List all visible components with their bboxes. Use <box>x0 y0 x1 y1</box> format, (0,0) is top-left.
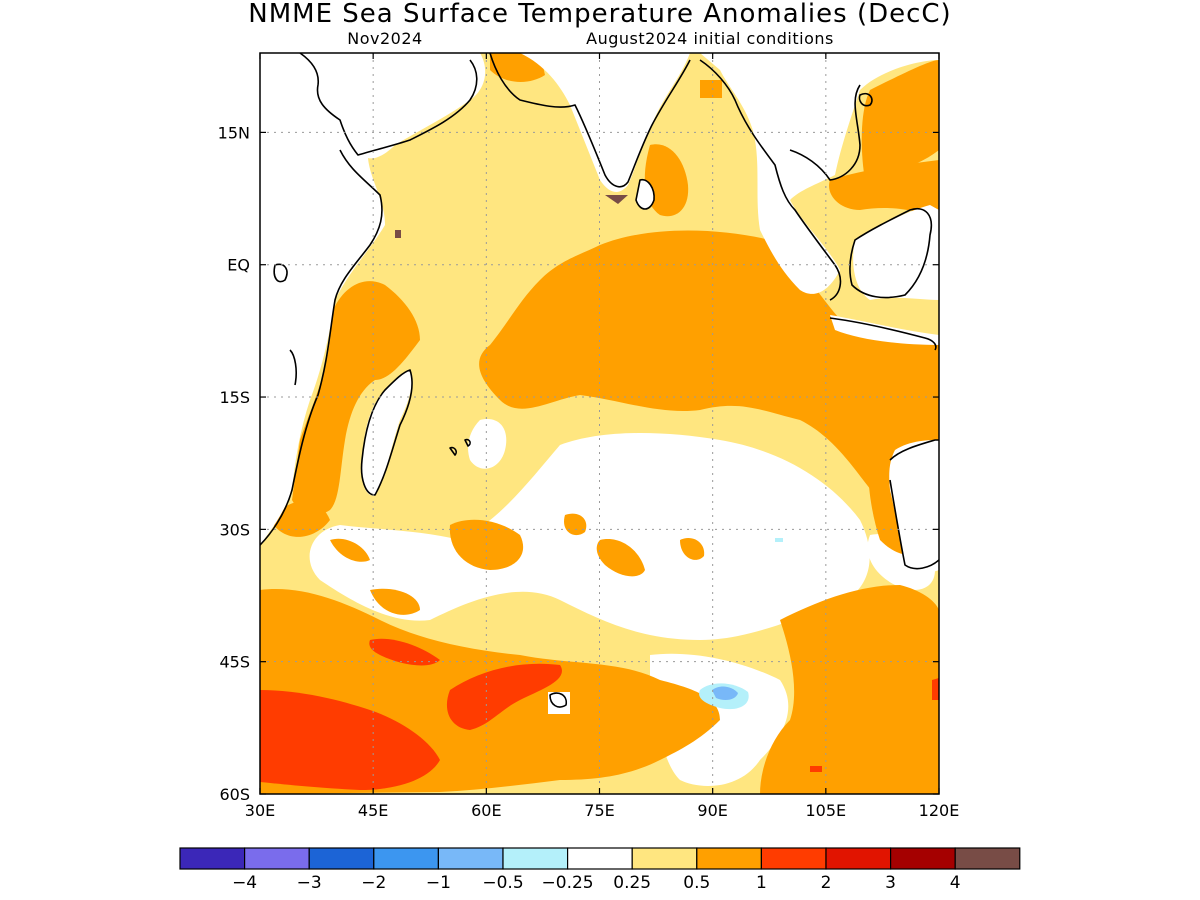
colorbar-swatch <box>631 847 698 870</box>
colorbar-swatch <box>244 847 310 870</box>
moderate-cool-anomaly-area <box>712 686 738 701</box>
colorbar-swatch <box>566 847 633 870</box>
colorbar-label: 2 <box>821 873 832 893</box>
land-mask <box>260 53 939 714</box>
colorbar-label: 0.25 <box>613 873 651 893</box>
lat-tick-label: 60S <box>219 785 250 804</box>
colorbar-swatch <box>889 847 956 870</box>
colorbar-label: −0.5 <box>482 873 523 893</box>
lon-tick-label: 60E <box>471 801 501 820</box>
lon-tick-label: 45E <box>358 801 388 820</box>
map-axes: 30E 45E 60E 75E 90E 105E 120E 15N EQ 15S 30S 45S 60S <box>218 53 960 820</box>
colorbar-swatch <box>179 847 246 870</box>
colorbar-label: −4 <box>232 873 257 893</box>
colorbar-label: −0.25 <box>542 873 594 893</box>
colorbar-label: 4 <box>950 873 961 893</box>
colorbar-label: 1 <box>756 873 767 893</box>
colorbar-label: −2 <box>361 873 386 893</box>
lat-tick-label: 30S <box>219 520 250 539</box>
colorbar-label: 3 <box>885 873 896 893</box>
anomaly-map <box>260 53 939 794</box>
lon-tick-label: 120E <box>919 801 960 820</box>
colorbar-swatch <box>502 847 569 870</box>
lat-tick-label: 15S <box>219 388 250 407</box>
colorbar-swatch <box>308 847 375 870</box>
coastlines <box>260 53 939 708</box>
initial-conditions-label: August2024 initial conditions <box>586 29 834 48</box>
lon-tick-label: 30E <box>245 801 275 820</box>
colorbar-swatch <box>825 847 892 870</box>
colorbar-swatch <box>437 847 504 870</box>
strong-warm-anomaly-areas <box>260 638 939 790</box>
lon-tick-label: 105E <box>806 801 847 820</box>
figure-title: NMME Sea Surface Temperature Anomalies (… <box>248 0 951 29</box>
colorbar-swatch <box>760 847 827 870</box>
lat-lon-grid <box>260 53 939 794</box>
colorbar-swatch <box>954 847 1021 870</box>
cool-anomaly-spot <box>775 538 783 542</box>
lon-tick-label: 75E <box>584 801 614 820</box>
colorbar-label: −3 <box>297 873 322 893</box>
lat-tick-label: 15N <box>218 123 250 142</box>
lat-tick-label: 45S <box>219 653 250 672</box>
colorbar-swatch <box>696 847 762 870</box>
colorbar: −4 −3 −2 −1 −0.5 −0.25 0.25 0.5 1 2 3 4 <box>179 847 1021 893</box>
colorbar-label: −1 <box>426 873 451 893</box>
colorbar-label: 0.5 <box>683 873 710 893</box>
lat-tick-label: EQ <box>227 256 250 275</box>
colorbar-swatch <box>373 847 439 870</box>
forecast-month: Nov2024 <box>347 29 422 48</box>
lon-tick-label: 90E <box>697 801 727 820</box>
